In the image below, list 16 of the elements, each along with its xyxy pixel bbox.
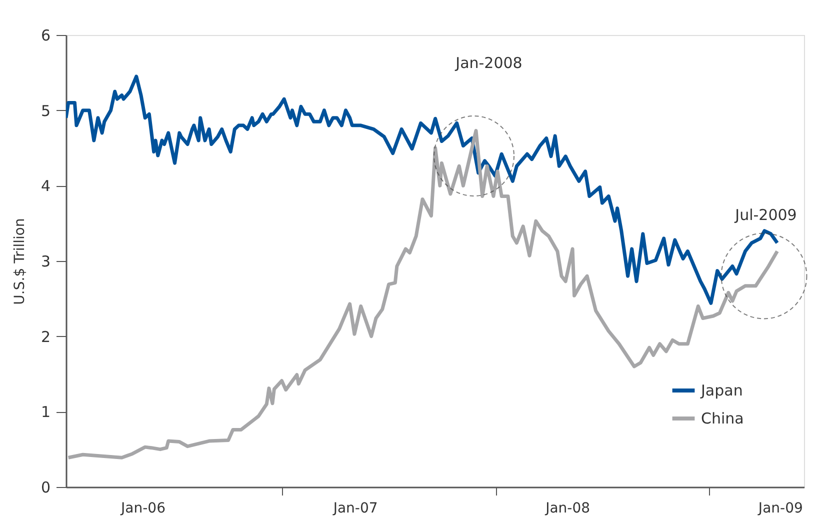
y-axis-title: U.S.$ Trillion: [12, 218, 28, 305]
y-tick-label: 6: [40, 26, 50, 44]
y-tick-label: 2: [40, 328, 50, 346]
y-tick-label: 3: [40, 252, 50, 270]
y-tick-label: 4: [40, 177, 50, 196]
legend-label: China: [701, 410, 744, 428]
x-tick-label: Jan-09: [757, 500, 803, 516]
x-tick-label: Jan-08: [544, 500, 590, 516]
x-tick-label: Jan-07: [332, 500, 378, 516]
y-tick-label: 5: [40, 102, 50, 120]
y-tick-label: 1: [40, 403, 50, 422]
y-tick-label: 0: [40, 478, 50, 496]
x-tick-label: Jan-06: [120, 500, 166, 516]
annotation: Jan-2008: [454, 54, 522, 72]
annotation: Jul-2009: [734, 206, 797, 224]
legend-label: Japan: [700, 382, 743, 400]
